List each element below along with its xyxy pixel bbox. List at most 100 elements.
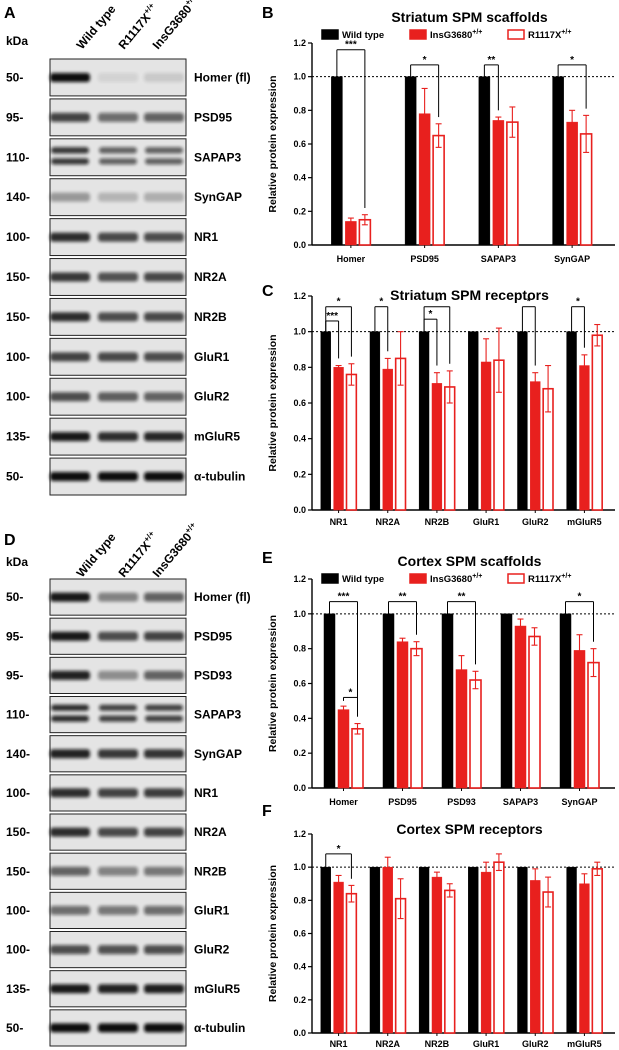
bar-wild-type-syngap bbox=[552, 76, 564, 246]
significance-bracket: * bbox=[410, 55, 440, 118]
x-tick-label-glur1: GluR1 bbox=[473, 517, 500, 527]
x-tick-label-syngap: SynGAP bbox=[561, 797, 597, 807]
legend-name: InsG3680 bbox=[430, 574, 472, 585]
blot-band bbox=[99, 704, 137, 711]
significance-bracket: *** bbox=[336, 40, 366, 208]
y-tick-label: 1.0 bbox=[293, 609, 306, 619]
legend-name: InsG3680 bbox=[430, 30, 472, 41]
kda-label: kDa bbox=[6, 34, 28, 48]
bar-insg3680-glur2 bbox=[530, 880, 541, 1034]
blot-row-glur2: 100- GluR2 bbox=[6, 377, 230, 416]
blot-band bbox=[144, 432, 184, 442]
legend-superscript: +/+ bbox=[561, 573, 571, 580]
mw-marker: 95- bbox=[6, 629, 23, 643]
blot-band bbox=[144, 670, 184, 680]
mw-marker: 100- bbox=[6, 786, 30, 800]
blot-band bbox=[144, 592, 184, 602]
x-tick-label-psd93: PSD93 bbox=[447, 797, 476, 807]
blot-band bbox=[144, 749, 184, 759]
chart-title: Cortex SPM receptors bbox=[396, 821, 542, 837]
y-tick-label: 1.2 bbox=[293, 38, 306, 48]
blot-row-mglur5: 135- mGluR5 bbox=[6, 417, 240, 456]
significance-bracket: * bbox=[374, 297, 389, 352]
blot-band bbox=[50, 392, 90, 402]
bar-r1117x-homer bbox=[351, 727, 364, 789]
significance-label: * bbox=[423, 55, 427, 66]
mw-marker: 100- bbox=[6, 230, 30, 244]
chart-title: Striatum SPM receptors bbox=[390, 287, 549, 303]
blot-band bbox=[144, 272, 184, 282]
y-tick-label: 0.2 bbox=[293, 206, 306, 216]
mw-marker: 150- bbox=[6, 310, 30, 324]
protein-label: GluR1 bbox=[194, 903, 230, 917]
bar-insg3680-psd93 bbox=[455, 669, 468, 789]
blot-band bbox=[98, 432, 138, 442]
legend-swatch-wild-type bbox=[321, 29, 339, 40]
blot-band bbox=[144, 945, 184, 955]
bar-insg3680-nr1 bbox=[333, 881, 344, 1034]
protein-label: NR2A bbox=[194, 825, 227, 839]
lane-label-insg3680: InsG3680+/+ bbox=[149, 0, 202, 52]
significance-label: * bbox=[349, 687, 353, 698]
bar-r1117x-nr2b bbox=[444, 386, 456, 511]
blot-band bbox=[98, 749, 138, 759]
x-tick-label-nr1: NR1 bbox=[330, 517, 348, 527]
blot-band bbox=[145, 704, 183, 711]
y-tick-label: 0.0 bbox=[293, 505, 306, 515]
bar-chart-cortex-receptors: Cortex SPM receptors Relative protein exp… bbox=[267, 821, 615, 1049]
mw-marker: 95- bbox=[6, 110, 23, 124]
bar-insg3680-syngap bbox=[566, 121, 578, 246]
y-tick-label: 1.0 bbox=[293, 862, 306, 872]
lane-name: Wild type bbox=[74, 2, 119, 52]
bar-r1117x-nr1 bbox=[345, 892, 358, 1034]
lane-label-wild-type: Wild type bbox=[74, 2, 119, 52]
bar-wild-type-nr1 bbox=[320, 866, 331, 1034]
blot-band bbox=[98, 352, 138, 362]
bar-insg3680-glur1 bbox=[480, 871, 492, 1034]
blot-band bbox=[144, 472, 184, 482]
bar-r1117x-mglur5 bbox=[591, 334, 603, 511]
legend-swatch-insg3680 bbox=[409, 29, 427, 40]
significance-label: * bbox=[379, 297, 383, 308]
significance-bracket: ** bbox=[447, 592, 476, 665]
y-tick-label: 0.4 bbox=[293, 713, 306, 723]
y-axis-label: Relative protein expression bbox=[267, 865, 279, 1002]
blot-row-mglur5: 135- mGluR5 bbox=[6, 970, 240, 1008]
y-tick-label: 0.8 bbox=[293, 362, 306, 372]
blot-band bbox=[51, 704, 89, 711]
mw-marker: 50- bbox=[6, 590, 23, 604]
blot-band bbox=[50, 272, 90, 282]
mw-marker: 100- bbox=[6, 350, 30, 364]
blot-band bbox=[145, 158, 183, 165]
legend-name: Wild type bbox=[342, 574, 384, 585]
blot-band bbox=[50, 1023, 90, 1033]
blot-row-nr2a: 150- NR2A bbox=[6, 813, 227, 851]
y-tick-label: 0.4 bbox=[293, 173, 306, 183]
x-tick-label-sapap3: SAPAP3 bbox=[503, 797, 538, 807]
bar-wild-type-sapap3 bbox=[500, 613, 513, 789]
bar-wild-type-nr1 bbox=[320, 331, 331, 511]
legend-swatch-wild-type bbox=[321, 573, 339, 584]
x-tick-label-nr2b: NR2B bbox=[425, 1039, 450, 1049]
blot-band bbox=[98, 312, 138, 322]
x-tick-label-psd95: PSD95 bbox=[410, 254, 439, 264]
blot-band bbox=[144, 827, 184, 837]
bar-wild-type-glur1 bbox=[468, 331, 479, 511]
legend-name: Wild type bbox=[342, 30, 384, 41]
lane-superscript: +/+ bbox=[183, 0, 198, 7]
blot-row-nr1: 100- NR1 bbox=[6, 774, 218, 812]
blot-band bbox=[98, 905, 138, 915]
x-tick-label-glur2: GluR2 bbox=[522, 1039, 549, 1049]
blot-band bbox=[50, 112, 90, 122]
y-tick-label: 1.0 bbox=[293, 72, 306, 82]
legend-superscript: +/+ bbox=[472, 29, 482, 36]
legend-swatch-insg3680 bbox=[409, 573, 427, 584]
legend-superscript: +/+ bbox=[472, 573, 482, 580]
blot-band bbox=[98, 192, 138, 202]
bar-wild-type-syngap bbox=[559, 613, 572, 789]
panel-letter-b: B bbox=[262, 5, 274, 22]
protein-label: PSD93 bbox=[194, 668, 232, 682]
mw-marker: 95- bbox=[6, 668, 23, 682]
x-tick-label-syngap: SynGAP bbox=[554, 254, 590, 264]
